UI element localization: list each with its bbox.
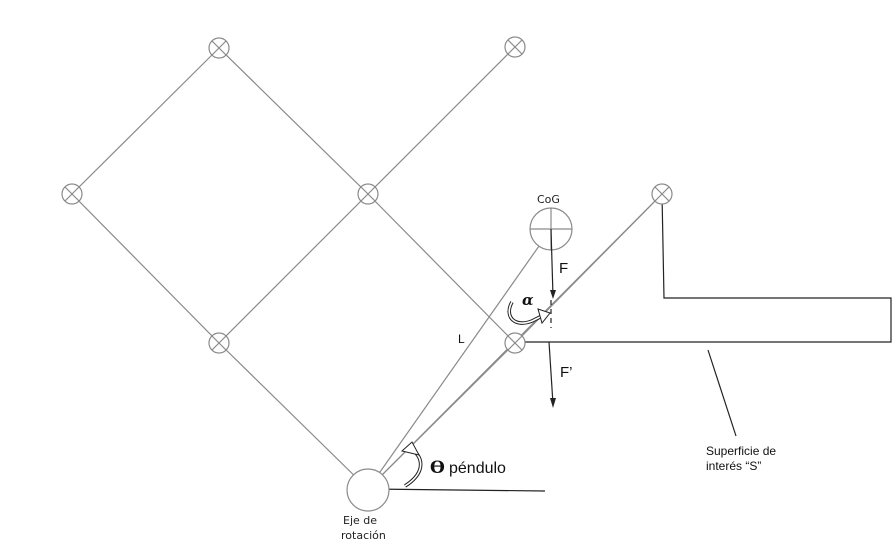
surface-label-line2: interés “S” [706,459,761,473]
cog-label: CoG [537,193,560,206]
theta-arc-arrow [400,441,423,488]
force-f-prime-arrow [548,341,556,408]
arm-to-node [367,342,516,490]
horizontal-reference-line [367,488,546,492]
surface-label-line1: Superficie de [706,444,776,458]
force-f-arrow [550,228,556,299]
theta-pendulum-label: péndulo [449,460,506,477]
alpha-arc-arrow [507,301,551,325]
left-diamond [71,47,369,344]
force-f-label: F [559,260,568,277]
node-crosses [64,39,670,351]
rotation-axis-label-line2: rotación [341,529,386,542]
theta-symbol: ϴ [430,458,445,478]
lower-diamond-left [218,342,369,490]
cog-line-L [367,228,552,490]
alpha-label: α [522,291,534,309]
surface-outline [515,193,892,343]
force-f-prime-label: F’ [560,364,573,381]
right-diamond [367,46,663,344]
surface-leader-line [707,349,737,437]
length-label: L [458,332,465,346]
rotation-axis-circle [346,468,390,512]
lattice-structure [71,46,663,490]
rotation-axis-label-line1: Eje de [343,514,377,527]
